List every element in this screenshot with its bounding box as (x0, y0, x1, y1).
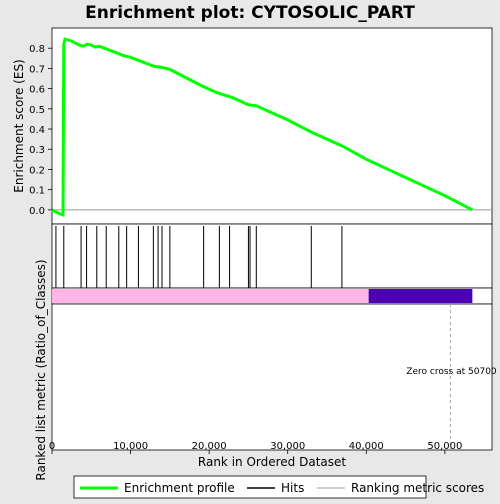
x-axis-label: Rank in Ordered Dataset (198, 455, 346, 469)
legend (73, 475, 427, 499)
metric-bar-negative (368, 289, 473, 303)
x-tick-label: 20,000 (192, 441, 227, 452)
hits-markers (55, 226, 343, 288)
chart-title: Enrichment plot: CYTOSOLIC_PART (85, 3, 415, 23)
x-tick-label: 0 (49, 441, 55, 452)
x-tick-label: 30,000 (270, 441, 305, 452)
es-y-axis-label: Enrichment score (ES) (12, 59, 26, 192)
y-tick-label: 0.1 (29, 186, 45, 197)
metric-bar-positive (52, 289, 369, 303)
es-y-axis: 0.0 0.1 0.2 0.3 0.4 0.5 0.6 0.7 0.8 (29, 44, 52, 217)
zero-cross-label: Zero cross at 50700 (406, 367, 497, 377)
y-tick-label: 0.4 (29, 125, 45, 136)
y-tick-label: 0.2 (29, 165, 45, 176)
x-axis: 0 10,000 20,000 30,000 40,000 50,000 (49, 441, 462, 454)
y-tick-label: 0.0 (29, 206, 45, 217)
ranked-metric-area (51, 303, 493, 451)
y-tick-label: 0.6 (29, 85, 45, 96)
es-plot-area (51, 27, 493, 225)
hits-panel (51, 223, 493, 289)
legend-label-ranking-metric: Ranking metric scores (351, 481, 484, 495)
y-tick-label: 0.8 (29, 44, 45, 55)
ranked-metric-y-axis-label: Ranked list metric (Ratio_of_Classes) (34, 259, 48, 480)
enrichment-profile-line (51, 37, 474, 217)
x-tick-label: 40,000 (349, 441, 384, 452)
legend-label-enrichment-profile: Enrichment profile (124, 481, 235, 495)
x-tick-label: 50,000 (427, 441, 462, 452)
y-tick-label: 0.3 (29, 145, 45, 156)
y-tick-label: 0.7 (29, 64, 45, 75)
y-tick-label: 0.5 (29, 105, 45, 116)
x-tick-label: 10,000 (113, 441, 148, 452)
legend-label-hits: Hits (281, 481, 304, 495)
